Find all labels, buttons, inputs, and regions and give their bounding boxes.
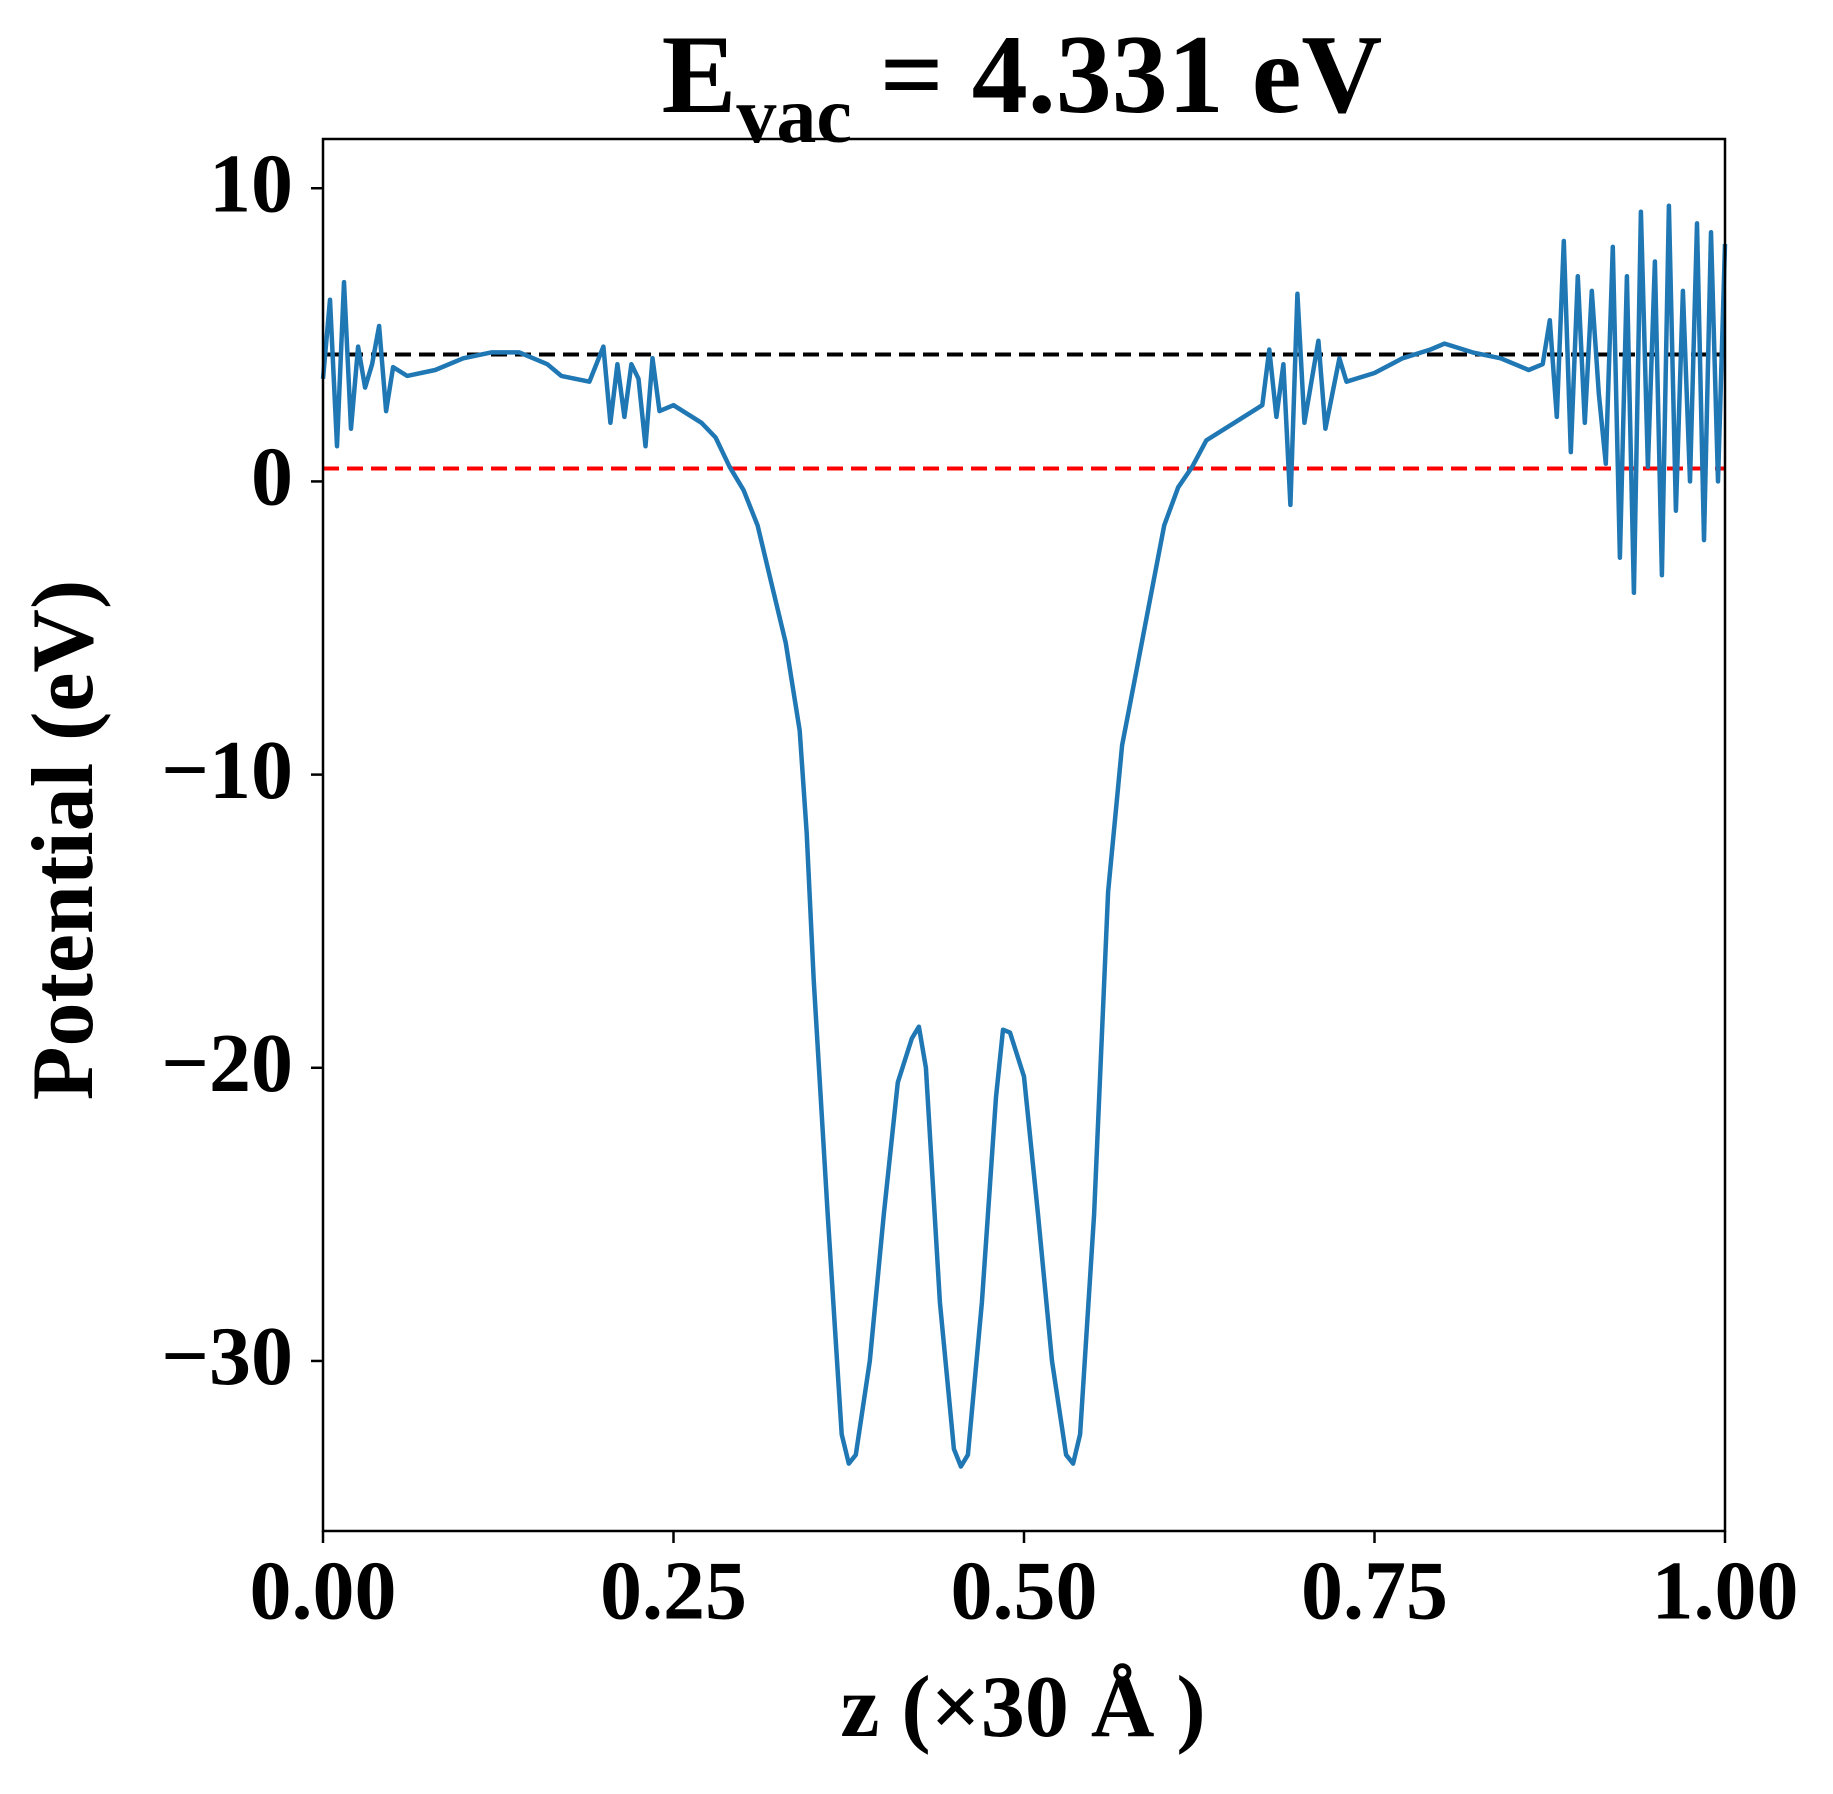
x-tick-label: 0.75 — [1301, 1544, 1448, 1637]
x-tick-label: 0.25 — [600, 1544, 747, 1637]
x-tick-label: 1.00 — [1652, 1544, 1799, 1637]
title-main: E — [662, 13, 737, 137]
data-line — [320, 203, 1728, 1469]
y-tick-label: −30 — [161, 1310, 293, 1403]
y-axis-label: Potential (eV) — [15, 580, 112, 1100]
title-subscript: vac — [736, 72, 852, 160]
y-tick-label: 10 — [209, 138, 293, 231]
y-tick-label: 0 — [251, 431, 293, 524]
y-tick-label: −20 — [161, 1017, 293, 1110]
plot-frame — [321, 137, 1727, 1533]
x-tick-label: 0.50 — [951, 1544, 1098, 1637]
x-axis-label: z (×30 Å ) — [840, 1659, 1205, 1756]
x-tick-label: 0.00 — [250, 1544, 397, 1637]
y-tick-label: −10 — [161, 724, 293, 817]
title-rest: = 4.331 eV — [852, 13, 1382, 137]
chart-title: Evac = 4.331 eV — [662, 13, 1383, 160]
